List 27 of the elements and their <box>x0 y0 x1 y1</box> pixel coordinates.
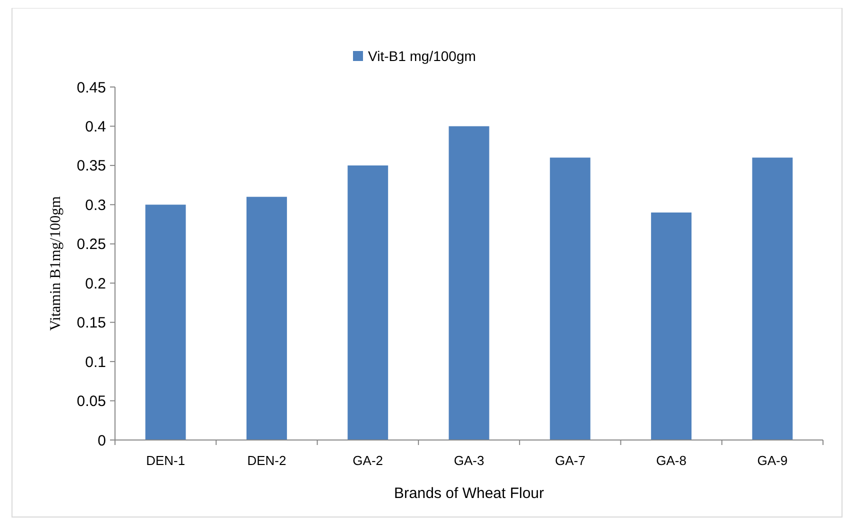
x-tick-label: DEN-2 <box>247 453 286 468</box>
bar <box>348 165 388 440</box>
y-tick-label: 0.1 <box>85 354 106 371</box>
y-tick-label: 0.3 <box>85 196 106 214</box>
y-tick-label: 0.4 <box>85 118 106 136</box>
x-tick-label: GA-9 <box>757 453 788 468</box>
x-tick-label: GA-8 <box>656 453 686 468</box>
y-axis-title: Vitamin B1mg/100gm <box>48 196 64 331</box>
legend-label: Vit-B1 mg/100gm <box>368 48 476 64</box>
y-tick-label: 0.2 <box>85 275 106 292</box>
y-tick-label: 0.15 <box>76 314 106 332</box>
bar <box>246 196 287 440</box>
bar <box>448 126 490 440</box>
x-tick-label: DEN-1 <box>146 453 186 468</box>
bar <box>145 204 186 440</box>
x-tick-label: GA-3 <box>454 453 484 468</box>
bar <box>550 158 590 440</box>
bar <box>651 212 692 440</box>
y-tick-label: 0 <box>98 432 106 450</box>
x-tick-label: GA-2 <box>352 453 384 468</box>
bar <box>752 158 793 440</box>
x-tick-label: GA-7 <box>554 453 586 468</box>
y-tick-label: 0.25 <box>76 236 106 254</box>
y-tick-label: 0.45 <box>76 79 106 96</box>
y-tick-label: 0.05 <box>76 393 106 410</box>
x-axis-title: Brands of Wheat Flour <box>394 485 544 502</box>
y-tick-label: 0.35 <box>76 158 106 175</box>
